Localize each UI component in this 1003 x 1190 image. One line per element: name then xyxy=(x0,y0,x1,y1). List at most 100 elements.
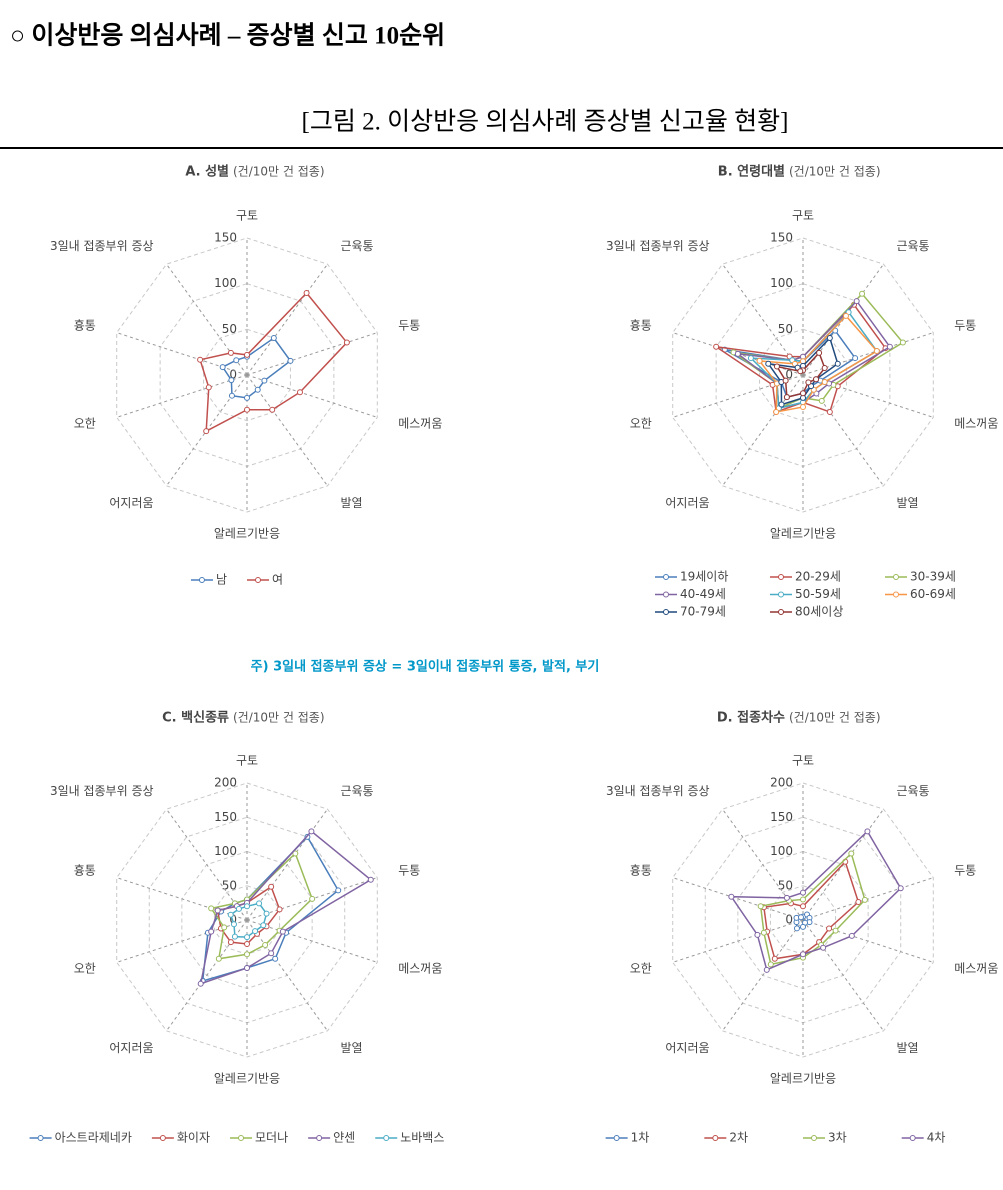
legend-marker xyxy=(316,1135,323,1141)
point xyxy=(754,931,761,938)
r-tick-label: 150 xyxy=(214,810,237,824)
grid-ring xyxy=(203,328,291,422)
point xyxy=(279,928,286,935)
legend-marker xyxy=(893,574,899,580)
r-tick-label: 100 xyxy=(770,276,793,290)
point xyxy=(826,408,833,415)
axis-label: 흉통 xyxy=(74,863,96,877)
grid-ring xyxy=(672,782,934,1058)
axis-label: 어지러움 xyxy=(109,1041,153,1055)
axis-label: 두통 xyxy=(398,863,420,877)
spoke xyxy=(722,919,804,1032)
spoke xyxy=(672,374,804,418)
spoke xyxy=(116,332,248,376)
point xyxy=(235,905,242,912)
axis-label: 메스꺼움 xyxy=(398,417,442,431)
point xyxy=(244,940,250,947)
legend-label: 남 xyxy=(216,573,227,587)
point xyxy=(254,386,261,393)
point xyxy=(262,941,269,948)
legend-marker xyxy=(383,1135,390,1141)
legend-marker xyxy=(778,591,784,598)
chart-title: C. 백신종류 xyxy=(162,711,229,726)
point xyxy=(227,939,234,946)
point xyxy=(864,828,871,835)
grid-ring xyxy=(672,237,934,513)
axis-label: 흉통 xyxy=(74,318,96,332)
point xyxy=(816,349,823,356)
point xyxy=(296,389,303,396)
r-tick-label: 200 xyxy=(214,776,237,790)
legend-marker xyxy=(255,577,261,583)
spoke xyxy=(722,808,804,921)
heading: ○ 이상반응 의심사례 – 증상별 신고 10순위 xyxy=(10,22,445,50)
point xyxy=(818,397,825,404)
legend-label: 30-39세 xyxy=(910,570,956,584)
point xyxy=(287,357,294,364)
grid-ring xyxy=(116,237,378,513)
point xyxy=(773,408,780,415)
point xyxy=(767,961,774,968)
r-tick-label: 50 xyxy=(778,322,793,336)
point xyxy=(747,355,754,362)
point xyxy=(219,364,226,371)
point xyxy=(197,356,204,363)
spoke xyxy=(802,877,934,921)
point xyxy=(244,394,250,401)
point xyxy=(276,906,283,913)
point xyxy=(821,379,828,386)
spoke xyxy=(246,263,328,376)
axis-label: 두통 xyxy=(954,318,976,332)
point xyxy=(197,980,204,987)
axis-label: 메스꺼움 xyxy=(954,962,998,976)
legend-label: 70-79세 xyxy=(680,605,726,619)
legend-label: 4차 xyxy=(927,1131,946,1145)
point xyxy=(886,343,893,350)
point xyxy=(268,883,275,890)
spoke xyxy=(116,877,248,921)
axis-label: 두통 xyxy=(398,318,420,332)
point xyxy=(244,903,250,910)
axis-label: 구토 xyxy=(792,754,814,768)
chart-subtitle: (건/10만 건 접종) xyxy=(789,711,881,725)
axis-label: 어지러움 xyxy=(665,496,709,510)
axis-label: 메스꺼움 xyxy=(398,962,442,976)
spoke xyxy=(246,919,378,963)
point xyxy=(852,355,859,362)
legend-label: 1차 xyxy=(631,1131,650,1145)
legend: 아스트라제네카 화이자 모더나 얀센 노바백스 xyxy=(29,1131,444,1145)
legend-label: 50-59세 xyxy=(795,587,841,601)
legend-label: 화이자 xyxy=(177,1131,210,1145)
point xyxy=(757,903,764,910)
axis-label: 근육통 xyxy=(340,784,373,798)
legend-marker xyxy=(238,1135,245,1141)
legend-marker xyxy=(37,1135,44,1141)
r-tick-label: 150 xyxy=(770,231,793,245)
point xyxy=(203,428,210,435)
point xyxy=(231,933,238,940)
legend-label: 아스트라제네카 xyxy=(55,1131,132,1145)
point xyxy=(227,349,234,356)
legend: 1차 2차 3차 4차 xyxy=(605,1131,946,1145)
r-tick-label: 150 xyxy=(214,231,237,245)
point xyxy=(800,889,806,896)
grid-ring xyxy=(759,328,847,422)
spoke xyxy=(166,263,248,376)
point xyxy=(343,339,350,346)
spoke xyxy=(166,808,248,921)
r-tick-label: 50 xyxy=(778,878,793,892)
legend-marker xyxy=(811,1135,817,1141)
point xyxy=(335,887,342,894)
r-tick-label: 0 xyxy=(229,913,237,927)
point xyxy=(215,955,222,962)
point xyxy=(268,950,275,957)
spoke xyxy=(246,919,328,1032)
point xyxy=(848,850,855,857)
point xyxy=(228,392,235,399)
r-tick-label: 150 xyxy=(770,810,793,824)
r-tick-label: 0 xyxy=(229,368,237,382)
point xyxy=(244,934,250,941)
legend-marker xyxy=(893,591,899,598)
point xyxy=(826,925,833,932)
axis-label: 발열 xyxy=(340,1041,362,1055)
